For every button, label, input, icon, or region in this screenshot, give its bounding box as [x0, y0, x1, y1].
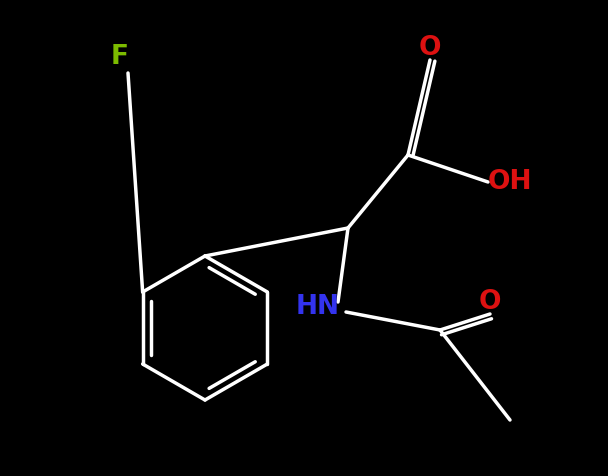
- Text: F: F: [111, 44, 129, 70]
- Text: OH: OH: [488, 169, 532, 195]
- Text: O: O: [478, 289, 501, 315]
- Text: O: O: [419, 35, 441, 61]
- Text: HN: HN: [296, 294, 340, 320]
